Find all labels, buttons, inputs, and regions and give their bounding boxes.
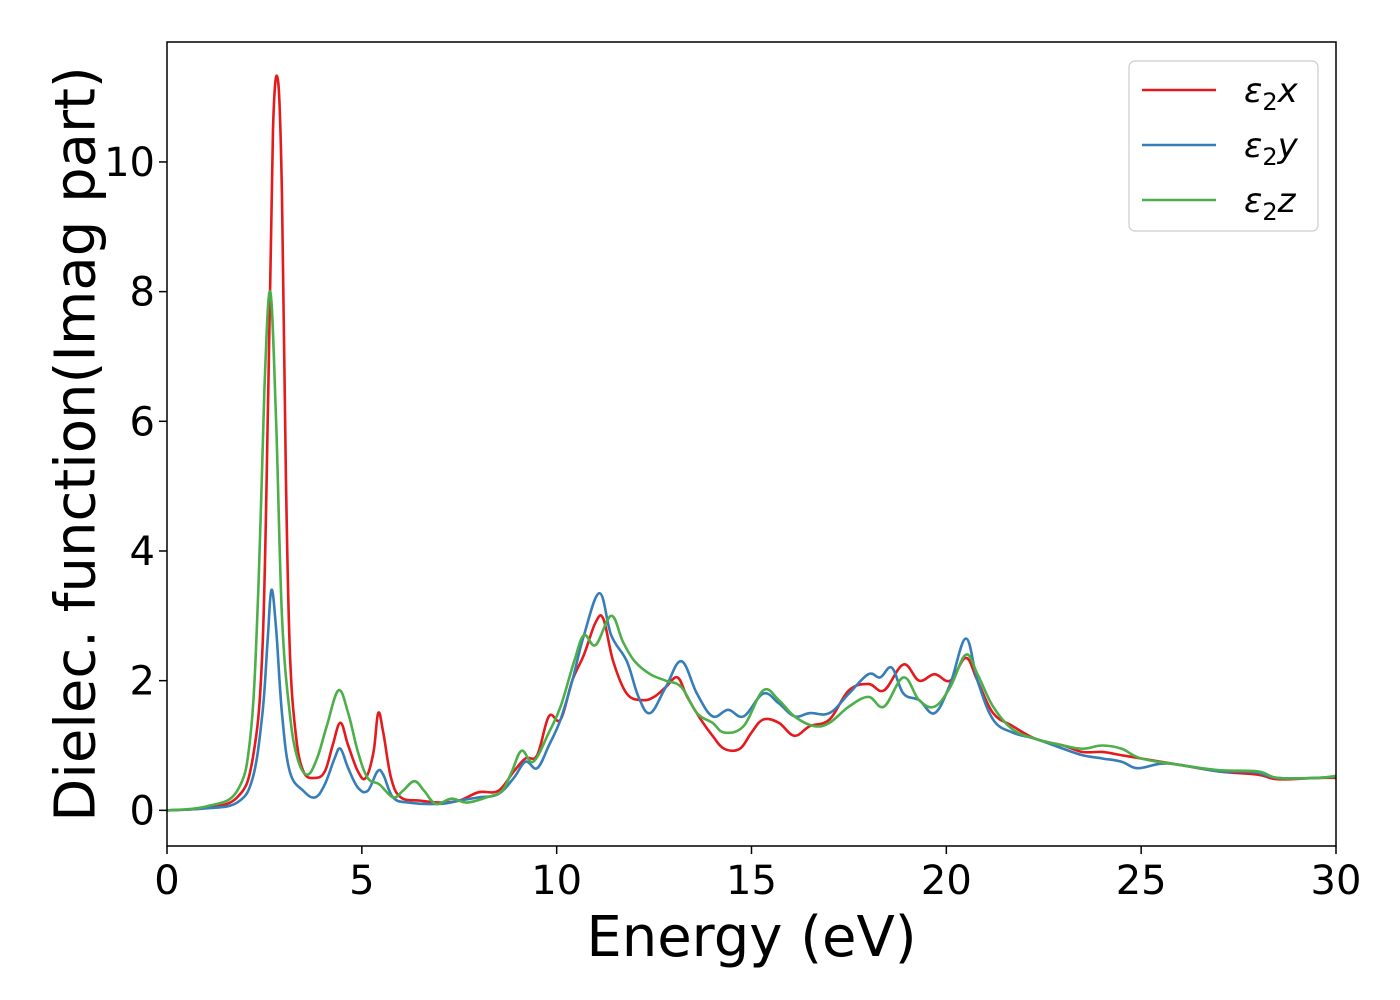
x-axis-title: Energy (eV)	[586, 905, 916, 970]
ticks-layer: 0 5 10 15 20 25 30 0 2 4 6 8 10	[104, 140, 1361, 904]
y-tick-label: 10	[104, 140, 155, 186]
y-tick-label: 8	[130, 270, 155, 316]
legend-label-z: ε2z	[1244, 181, 1297, 226]
series-line-y	[167, 588, 1336, 812]
series-line-z	[167, 290, 1336, 812]
y-axis-title: Dielec. function(Imag part)	[44, 66, 109, 822]
x-tick-label: 20	[921, 858, 972, 904]
legend: ε2x ε2y ε2z	[1128, 60, 1319, 232]
x-tick-label: 15	[726, 858, 777, 904]
y-tick-label: 2	[130, 659, 155, 705]
y-tick-label: 0	[130, 788, 155, 834]
x-tick-label: 0	[154, 858, 179, 904]
y-tick-label: 6	[130, 399, 155, 445]
legend-box	[1128, 60, 1319, 232]
legend-label-x: ε2x	[1244, 71, 1299, 116]
x-tick-label: 30	[1311, 858, 1362, 904]
y-tick-label: 4	[130, 529, 155, 575]
series-layer	[167, 74, 1336, 812]
x-tick-label: 10	[531, 858, 582, 904]
legend-label-y: ε2y	[1244, 126, 1299, 171]
x-tick-label: 25	[1116, 858, 1167, 904]
x-tick-label: 5	[349, 858, 374, 904]
